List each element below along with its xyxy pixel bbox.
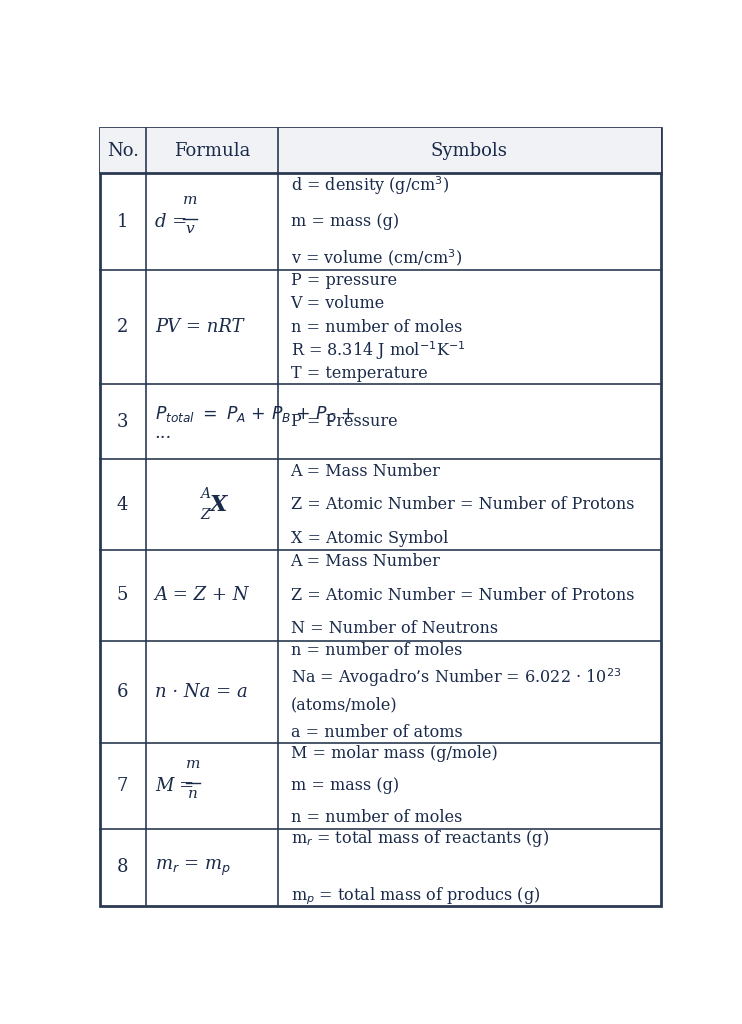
Text: T = temperature: T = temperature — [291, 366, 427, 382]
Text: m = mass (g): m = mass (g) — [291, 777, 398, 795]
Text: v = volume (cm/cm$^3$): v = volume (cm/cm$^3$) — [291, 247, 462, 268]
Text: m$_r$ = total mass of reactants (g): m$_r$ = total mass of reactants (g) — [291, 828, 549, 850]
Text: X = Atomic Symbol: X = Atomic Symbol — [291, 529, 448, 547]
Text: Na = Avogadro’s Number = 6.022 · 10$^{23}$: Na = Avogadro’s Number = 6.022 · 10$^{23… — [291, 667, 621, 689]
Text: n: n — [188, 786, 198, 801]
Text: A: A — [200, 487, 210, 502]
Text: 4: 4 — [117, 496, 128, 514]
Text: $\mathit{P}_{\mathit{total}}$ $\mathit{=}$ $\mathit{P}_{\mathit{A}}$ $\mathit{+}: $\mathit{P}_{\mathit{total}}$ $\mathit{=… — [155, 403, 355, 424]
Text: m$_p$ = total mass of producs (g): m$_p$ = total mass of producs (g) — [291, 885, 540, 906]
Text: m = mass (g): m = mass (g) — [291, 213, 398, 230]
Text: Symbols: Symbols — [431, 142, 508, 160]
Text: v: v — [186, 222, 194, 237]
Text: N = Number of Neutrons: N = Number of Neutrons — [291, 621, 498, 637]
Text: M =: M = — [155, 777, 200, 795]
Text: R = 8.314 J mol$^{-1}$K$^{-1}$: R = 8.314 J mol$^{-1}$K$^{-1}$ — [291, 339, 465, 361]
Bar — [99, 128, 661, 173]
Text: n = number of moles: n = number of moles — [291, 642, 462, 659]
Text: ...: ... — [155, 425, 172, 442]
Text: 3: 3 — [117, 413, 128, 431]
Text: m$_r$ = m$_p$: m$_r$ = m$_p$ — [155, 857, 231, 878]
Text: M = molar mass (g/mole): M = molar mass (g/mole) — [291, 745, 497, 762]
Text: V = volume: V = volume — [291, 295, 385, 312]
Text: Z: Z — [200, 508, 210, 522]
Text: n = number of moles: n = number of moles — [291, 318, 462, 336]
Text: n = number of moles: n = number of moles — [291, 809, 462, 826]
Text: n · Na = a: n · Na = a — [155, 683, 248, 700]
Text: A = Z + N: A = Z + N — [155, 587, 249, 604]
Text: (atoms/mole): (atoms/mole) — [291, 696, 397, 714]
Text: 1: 1 — [117, 213, 128, 230]
Text: m: m — [183, 193, 197, 207]
Text: 8: 8 — [117, 858, 128, 877]
Text: P = Pressure: P = Pressure — [291, 413, 397, 430]
Text: m: m — [186, 757, 200, 771]
Text: 2: 2 — [117, 318, 128, 336]
Text: No.: No. — [107, 142, 139, 160]
Text: X: X — [209, 494, 226, 516]
Text: Z = Atomic Number = Number of Protons: Z = Atomic Number = Number of Protons — [291, 587, 634, 604]
Text: a = number of atoms: a = number of atoms — [291, 724, 462, 741]
Text: A = Mass Number: A = Mass Number — [291, 463, 441, 479]
Text: 7: 7 — [117, 777, 128, 795]
Text: P = pressure: P = pressure — [291, 271, 397, 289]
Text: A = Mass Number: A = Mass Number — [291, 553, 441, 570]
Text: d =: d = — [155, 213, 193, 230]
Text: d = density (g/cm$^3$): d = density (g/cm$^3$) — [291, 174, 449, 198]
Text: PV = nRT: PV = nRT — [155, 318, 243, 336]
Text: Z = Atomic Number = Number of Protons: Z = Atomic Number = Number of Protons — [291, 496, 634, 513]
Text: 5: 5 — [117, 587, 128, 604]
Text: 6: 6 — [117, 683, 128, 700]
Text: Formula: Formula — [174, 142, 250, 160]
